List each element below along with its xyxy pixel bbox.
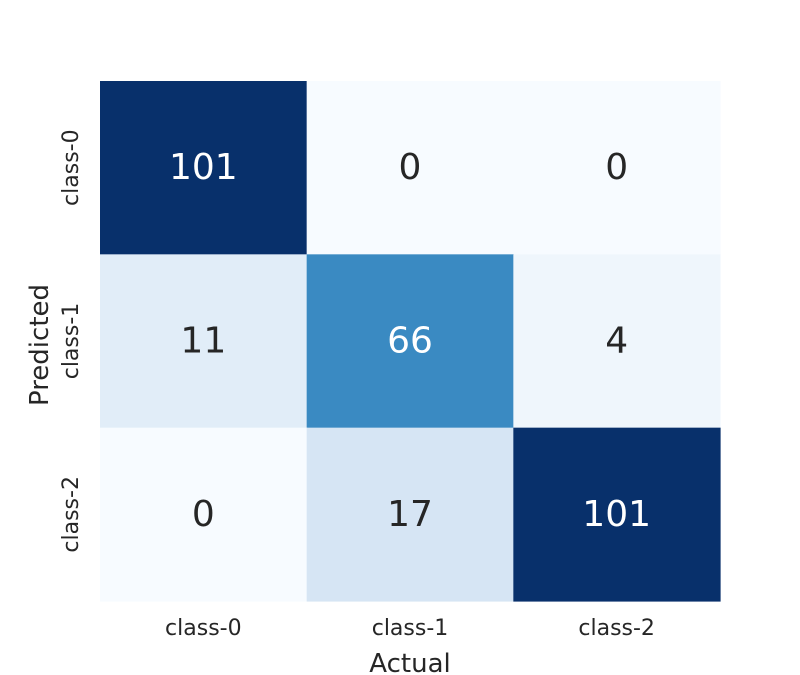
- cell-value-r0-c0: 101: [169, 147, 238, 188]
- cell-value-r2-c0: 0: [192, 494, 215, 535]
- heatmap-cell-r1-c0: [100, 254, 308, 429]
- heatmap-cells: [100, 81, 721, 602]
- heatmap-cell-r1-c1: [306, 254, 514, 429]
- heatmap-cell-r2-c0: [100, 427, 308, 602]
- cell-value-labels: 101 0 0 11 66 4 0 17 101: [169, 147, 651, 535]
- cell-value-r1-c0: 11: [180, 321, 226, 362]
- cell-value-r2-c1: 17: [387, 494, 433, 535]
- y-tick-label-1: class-1: [59, 303, 84, 380]
- cell-value-r2-c2: 101: [582, 494, 651, 535]
- heatmap-cell-r2-c2: [513, 427, 721, 602]
- y-tick-labels: class-0 class-1 class-2: [59, 129, 84, 552]
- heatmap-cell-r0-c1: [306, 81, 514, 255]
- x-tick-label-0: class-0: [165, 616, 242, 641]
- x-tick-label-2: class-2: [578, 616, 655, 641]
- x-axis-title: Actual: [369, 649, 450, 675]
- cell-value-r1-c1: 66: [387, 321, 433, 362]
- y-tick-label-0: class-0: [59, 129, 84, 206]
- heatmap-cell-r0-c2: [513, 81, 721, 255]
- x-tick-labels: class-0 class-1 class-2: [165, 616, 655, 641]
- heatmap-cell-r2-c1: [306, 427, 514, 602]
- y-tick-label-2: class-2: [59, 476, 84, 553]
- y-axis-title: Predicted: [25, 284, 55, 406]
- heatmap-cell-r1-c2: [513, 254, 721, 429]
- x-tick-label-1: class-1: [372, 616, 449, 641]
- cell-value-r1-c2: 4: [605, 321, 628, 362]
- cell-value-r0-c1: 0: [399, 147, 422, 188]
- cell-value-r0-c2: 0: [605, 147, 628, 188]
- heatmap-cell-r0-c0: [100, 81, 308, 255]
